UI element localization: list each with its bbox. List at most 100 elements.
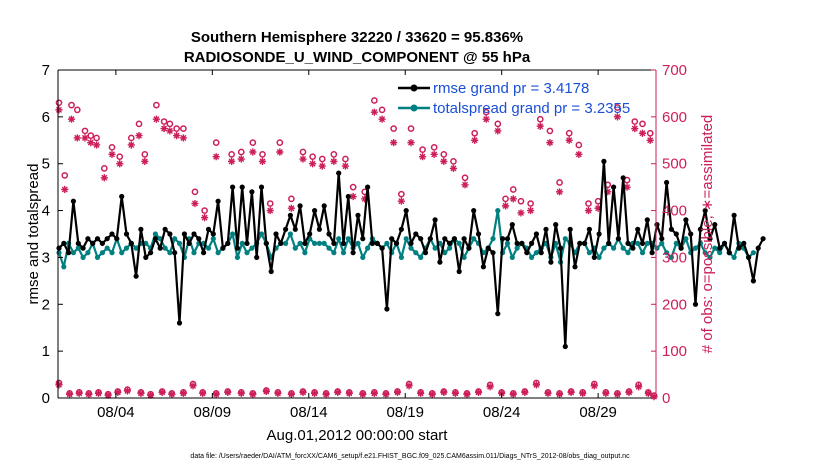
y-left-tick-label: 0 xyxy=(42,390,50,407)
totalspread-point xyxy=(596,254,602,260)
rmse-point xyxy=(601,158,607,164)
obs-assimilated-marker xyxy=(390,139,398,147)
rmse-point xyxy=(331,240,337,246)
totalspread-point xyxy=(85,250,91,256)
totalspread-point xyxy=(321,240,327,246)
totalspread-point xyxy=(345,236,351,242)
totalspread-point xyxy=(336,236,342,242)
obs-assimilated-marker xyxy=(555,390,564,398)
obs-possible-marker xyxy=(349,183,357,191)
obs-assimilated-marker xyxy=(55,381,63,389)
obs-assimilated-marker xyxy=(173,132,181,140)
rmse-point xyxy=(133,273,139,279)
rmse-point xyxy=(447,240,453,246)
rmse-point xyxy=(249,189,255,195)
rmse-point xyxy=(191,231,197,237)
rmse-point xyxy=(114,236,120,242)
rmse-point xyxy=(56,245,62,251)
obs-possible-marker xyxy=(536,115,544,123)
obs-possible-marker xyxy=(390,125,398,132)
obs-assimilated-marker xyxy=(146,391,155,399)
rmse-point xyxy=(336,170,342,176)
totalspread-point xyxy=(152,231,158,237)
rmse-point xyxy=(234,245,240,251)
obs-possible-marker xyxy=(509,186,517,193)
rmse-point xyxy=(345,193,351,200)
obs-assimilated-marker xyxy=(623,183,631,191)
obs-assimilated-marker xyxy=(141,157,149,165)
totalspread-point xyxy=(94,254,101,260)
rmse-point xyxy=(104,236,110,242)
rmse-point xyxy=(596,231,602,237)
obs-possible-marker xyxy=(135,120,143,128)
obs-possible-marker xyxy=(93,134,100,142)
obs-assimilated-marker xyxy=(417,389,425,397)
legend-spread-marker xyxy=(410,104,418,112)
rmse-point xyxy=(360,236,366,242)
rmse-point xyxy=(393,240,400,246)
obs-assimilated-marker xyxy=(249,148,257,156)
rmse-point xyxy=(625,240,631,246)
obs-assimilated-marker xyxy=(199,389,207,397)
rmse-point xyxy=(350,250,356,256)
obs-possible-marker xyxy=(160,118,168,125)
totalspread-point xyxy=(456,240,462,246)
rmse-point xyxy=(94,236,101,242)
rmse-point xyxy=(673,231,679,237)
totalspread-point xyxy=(302,250,308,256)
obs-assimilated-marker xyxy=(579,389,587,397)
obs-assimilated-marker xyxy=(127,141,135,149)
obs-possible-marker xyxy=(450,158,457,165)
totalspread-point xyxy=(365,245,371,251)
rmse-point xyxy=(99,240,105,246)
obs-assimilated-marker xyxy=(638,129,647,137)
obs-possible-marker xyxy=(61,172,69,179)
totalspread-point xyxy=(205,245,212,251)
rmse-point xyxy=(340,240,347,246)
rmse-point xyxy=(292,226,298,232)
obs-assimilated-marker xyxy=(370,389,378,397)
totalspread-point xyxy=(70,250,76,256)
y-left-tick-label: 4 xyxy=(42,203,50,220)
totalspread-point xyxy=(75,245,81,251)
rmse-point xyxy=(736,245,742,251)
obs-assimilated-marker xyxy=(276,148,284,156)
obs-possible-marker xyxy=(631,118,639,125)
obs-assimilated-marker xyxy=(546,139,554,147)
obs-assimilated-marker xyxy=(613,390,622,398)
totalspread-point xyxy=(639,250,646,256)
rmse-point xyxy=(287,212,293,218)
obs-assimilated-marker xyxy=(635,383,643,391)
obs-assimilated-marker xyxy=(509,195,517,203)
obs-assimilated-marker xyxy=(237,389,245,397)
rmse-point xyxy=(427,236,433,242)
rmse-point xyxy=(312,208,318,214)
rmse-point xyxy=(471,208,477,214)
totalspread-point xyxy=(403,236,409,242)
totalspread-point xyxy=(316,240,322,246)
x-tick-label: 08/29 xyxy=(579,404,617,421)
rmse-point xyxy=(119,193,125,200)
totalspread-point xyxy=(702,250,708,256)
obs-assimilated-marker xyxy=(237,155,245,163)
totalspread-point xyxy=(529,254,535,260)
rmse-point xyxy=(697,226,704,232)
rmse-point xyxy=(157,245,163,251)
obs-assimilated-marker xyxy=(137,389,145,397)
rmse-point xyxy=(365,184,371,190)
obs-possible-marker xyxy=(585,200,592,207)
y-left-tick-label: 5 xyxy=(42,156,50,173)
obs-possible-marker xyxy=(81,127,89,135)
rmse-point xyxy=(181,231,187,237)
obs-possible-marker xyxy=(180,125,187,132)
obs-assimilated-marker xyxy=(274,389,282,397)
totalspread-point xyxy=(692,245,699,251)
x-tick-label: 08/19 xyxy=(386,404,424,421)
rmse-point xyxy=(254,254,260,260)
rmse-point xyxy=(148,250,154,256)
obs-possible-marker xyxy=(249,139,257,146)
rmse-point xyxy=(374,240,380,246)
obs-possible-marker xyxy=(55,99,63,107)
obs-assimilated-marker xyxy=(212,390,220,398)
